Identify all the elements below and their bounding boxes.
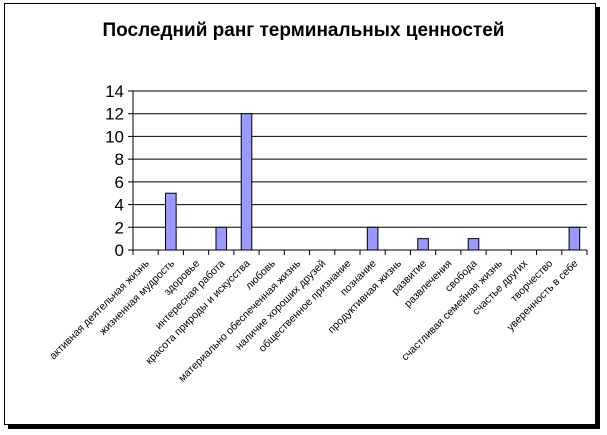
chart-frame — [4, 3, 596, 425]
bar — [417, 238, 429, 251]
y-tick-label: 12 — [105, 105, 124, 124]
chart-title: Последний ранг терминальных ценностей — [102, 20, 505, 41]
bar — [165, 192, 177, 251]
y-tick-label: 0 — [115, 241, 124, 260]
y-tick-label: 6 — [115, 173, 124, 192]
y-tick-label: 2 — [115, 218, 124, 237]
y-tick-label: 10 — [105, 127, 124, 146]
bar — [467, 238, 480, 251]
bar — [568, 226, 581, 251]
y-tick-label: 4 — [115, 196, 124, 215]
bar — [240, 113, 253, 251]
bar — [366, 226, 379, 251]
y-tick-label: 8 — [115, 150, 124, 169]
y-tick-label: 14 — [105, 82, 124, 101]
bar — [215, 226, 228, 251]
x-tick-label: активная деятельная жизнь — [47, 257, 152, 362]
